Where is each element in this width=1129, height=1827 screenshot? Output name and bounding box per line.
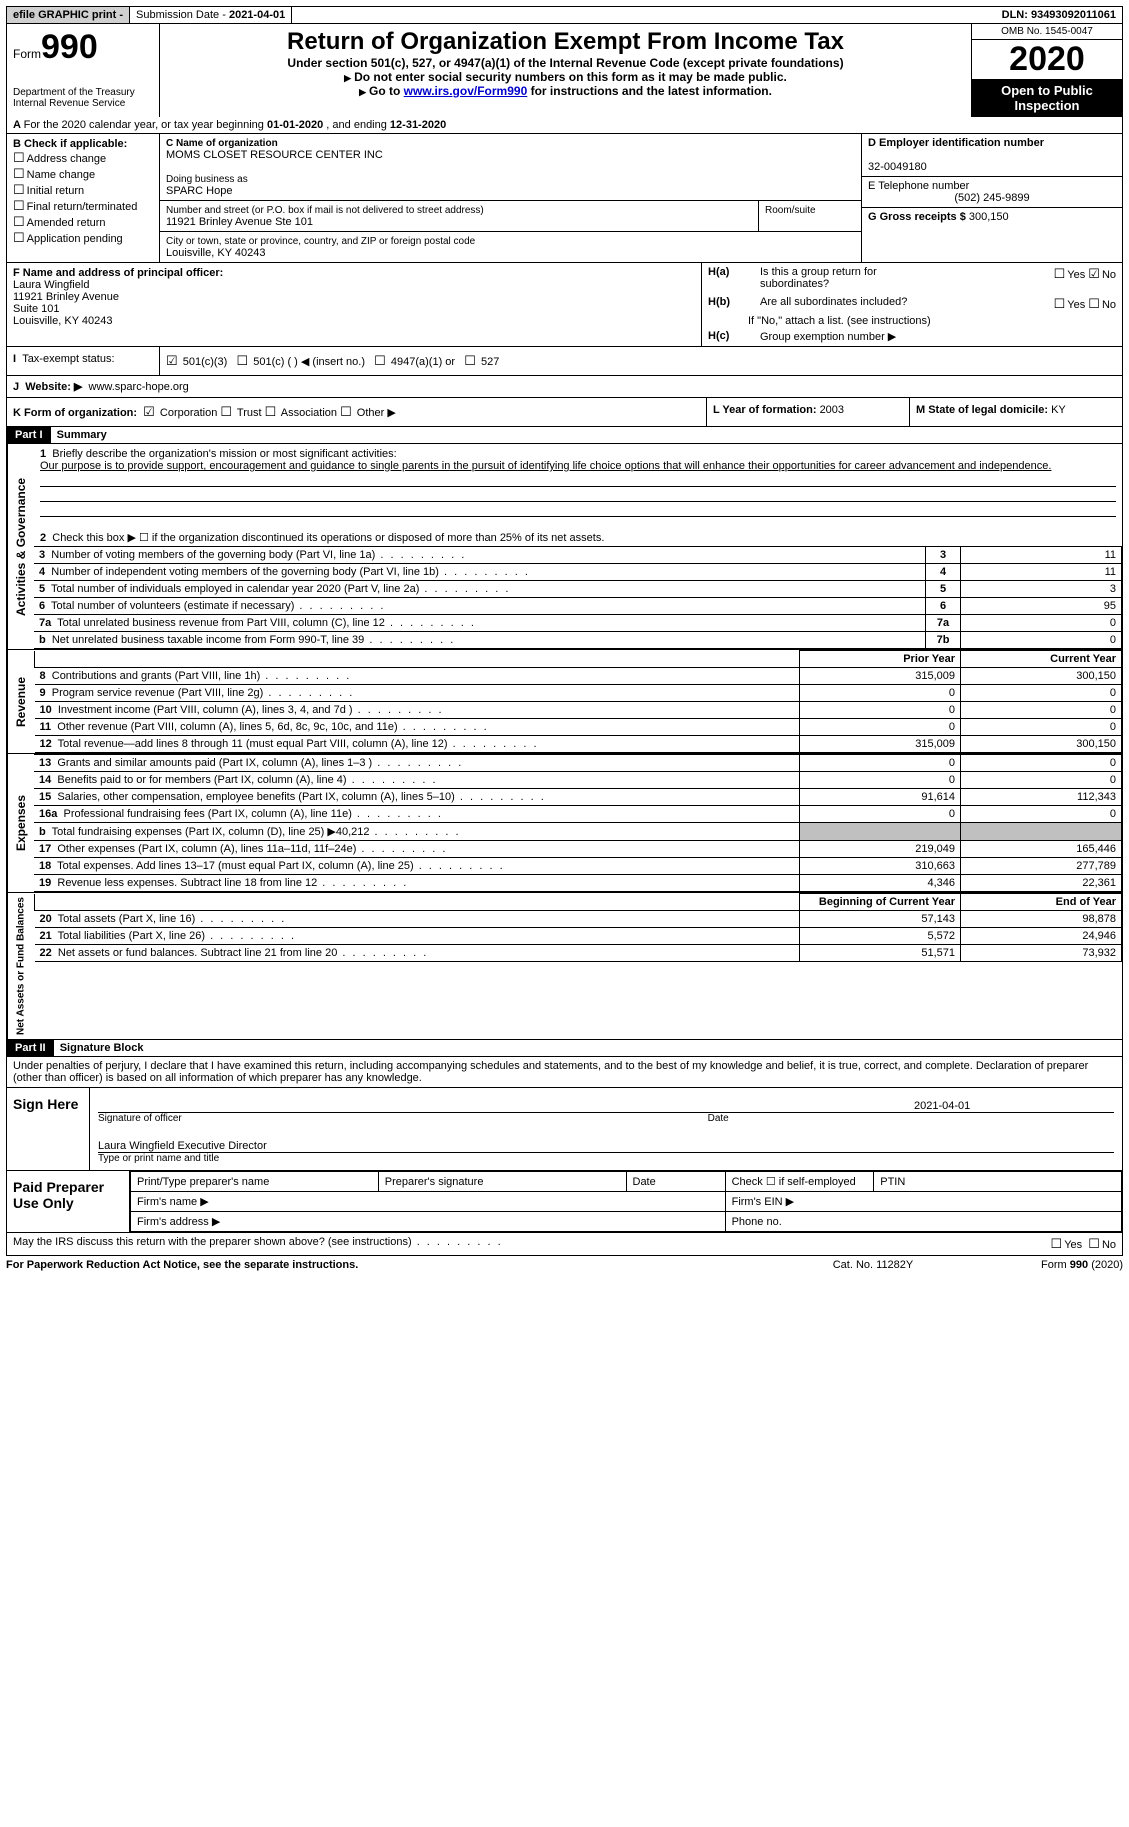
org-name-label: C Name of organization bbox=[166, 138, 278, 149]
officer-section: F Name and address of principal officer:… bbox=[6, 263, 1123, 347]
form-label: Form bbox=[13, 47, 41, 61]
paid-prep-label: Paid Preparer Use Only bbox=[7, 1171, 130, 1232]
addr-value: 11921 Brinley Avenue Ste 101 bbox=[166, 216, 313, 228]
efile-print-button[interactable]: efile GRAPHIC print - bbox=[7, 7, 130, 23]
governance-table: 3 Number of voting members of the govern… bbox=[34, 546, 1122, 649]
website-link[interactable]: www.sparc-hope.org bbox=[89, 381, 189, 393]
entity-section: B Check if applicable: Address changeNam… bbox=[6, 134, 1123, 263]
submission-label: Submission Date - bbox=[136, 9, 229, 21]
ein-value: 32-0049180 bbox=[868, 161, 927, 173]
part2-header: Part II Signature Block bbox=[6, 1040, 1123, 1057]
box-i: I Tax-exempt status: 501(c)(3) 501(c) ( … bbox=[6, 347, 1123, 376]
revenue-table: Prior YearCurrent Year 8 Contributions a… bbox=[34, 650, 1122, 753]
box-b: B Check if applicable: Address changeNam… bbox=[7, 134, 160, 262]
box-c: C Name of organization MOMS CLOSET RESOU… bbox=[160, 134, 862, 262]
inspection-label: Open to Public Inspection bbox=[972, 79, 1122, 117]
box-f: F Name and address of principal officer:… bbox=[7, 263, 702, 346]
note-ssn: Do not enter social security numbers on … bbox=[166, 70, 965, 84]
part1-governance: Activities & Governance 1 Briefly descri… bbox=[6, 444, 1123, 650]
top-bar: efile GRAPHIC print - Submission Date - … bbox=[6, 6, 1123, 24]
tax-period: A For the 2020 calendar year, or tax yea… bbox=[6, 117, 1123, 134]
box-b-title: B Check if applicable: bbox=[13, 138, 127, 150]
tax-year: 2020 bbox=[972, 40, 1122, 79]
ein-label: D Employer identification number bbox=[868, 137, 1044, 149]
footer: For Paperwork Reduction Act Notice, see … bbox=[6, 1256, 1123, 1274]
discuss-row: May the IRS discuss this return with the… bbox=[6, 1233, 1123, 1256]
form-footer: Form 990 (2020) bbox=[973, 1259, 1123, 1271]
submission-date: Submission Date - 2021-04-01 bbox=[130, 7, 292, 23]
form-subtitle: Under section 501(c), 527, or 4947(a)(1)… bbox=[166, 56, 965, 70]
expenses-table: 13 Grants and similar amounts paid (Part… bbox=[34, 754, 1122, 892]
sign-here-block: Sign Here 2021-04-01 Signature of office… bbox=[6, 1088, 1123, 1171]
gross-label: G Gross receipts $ bbox=[868, 211, 969, 223]
dln: DLN: 93493092011061 bbox=[996, 7, 1122, 23]
gross-value: 300,150 bbox=[969, 211, 1009, 223]
irs-link[interactable]: www.irs.gov/Form990 bbox=[404, 84, 528, 98]
h-note: If "No," attach a list. (see instruction… bbox=[702, 315, 1122, 327]
paid-preparer-block: Paid Preparer Use Only Print/Type prepar… bbox=[6, 1171, 1123, 1233]
city-value: Louisville, KY 40243 bbox=[166, 247, 265, 259]
form-title: Return of Organization Exempt From Incom… bbox=[166, 28, 965, 56]
phone-value: (502) 245-9899 bbox=[868, 192, 1116, 204]
form-number: Form990 bbox=[13, 28, 153, 67]
box-deg: D Employer identification number 32-0049… bbox=[862, 134, 1122, 262]
irs-label: Internal Revenue Service bbox=[13, 98, 153, 109]
note-link: Go to www.irs.gov/Form990 for instructio… bbox=[166, 84, 965, 98]
box-klm: K Form of organization: Corporation Trus… bbox=[6, 398, 1123, 427]
part1-expenses: Expenses 13 Grants and similar amounts p… bbox=[6, 754, 1123, 893]
dba-value: SPARC Hope bbox=[166, 185, 232, 197]
revenue-label: Revenue bbox=[7, 650, 34, 753]
dept-treasury: Department of the Treasury bbox=[13, 87, 153, 98]
form-no: 990 bbox=[41, 28, 98, 66]
city-label: City or town, state or province, country… bbox=[166, 236, 475, 247]
mission-text: Our purpose is to provide support, encou… bbox=[40, 460, 1051, 472]
governance-label: Activities & Governance bbox=[7, 444, 34, 649]
part1-netassets: Net Assets or Fund Balances Beginning of… bbox=[6, 893, 1123, 1040]
sig-date: 2021-04-01 bbox=[914, 1100, 1114, 1112]
expenses-label: Expenses bbox=[7, 754, 34, 892]
sign-here-label: Sign Here bbox=[7, 1088, 90, 1170]
box-h: H(a) Is this a group return forsubordina… bbox=[702, 263, 1122, 346]
part1-revenue: Revenue Prior YearCurrent Year 8 Contrib… bbox=[6, 650, 1123, 754]
dba-label: Doing business as bbox=[166, 174, 248, 185]
submission-value: 2021-04-01 bbox=[229, 9, 285, 21]
addr-label: Number and street (or P.O. box if mail i… bbox=[166, 205, 484, 216]
box-j: J Website: ▶ www.sparc-hope.org bbox=[6, 376, 1123, 398]
part1-header: Part I Summary bbox=[6, 427, 1123, 444]
org-name: MOMS CLOSET RESOURCE CENTER INC bbox=[166, 149, 383, 161]
officer-name: Laura Wingfield Executive Director bbox=[98, 1140, 267, 1152]
dln-value: 93493092011061 bbox=[1031, 9, 1116, 21]
form-header: Form990 Department of the Treasury Inter… bbox=[6, 24, 1123, 117]
netassets-label: Net Assets or Fund Balances bbox=[7, 893, 34, 1039]
omb-number: OMB No. 1545-0047 bbox=[972, 24, 1122, 40]
dln-label: DLN: bbox=[1002, 9, 1031, 21]
room-label: Room/suite bbox=[765, 205, 816, 216]
declaration-text: Under penalties of perjury, I declare th… bbox=[6, 1057, 1123, 1088]
phone-label: E Telephone number bbox=[868, 180, 969, 192]
netassets-table: Beginning of Current YearEnd of Year 20 … bbox=[34, 893, 1122, 962]
officer-label: F Name and address of principal officer: bbox=[13, 267, 223, 279]
